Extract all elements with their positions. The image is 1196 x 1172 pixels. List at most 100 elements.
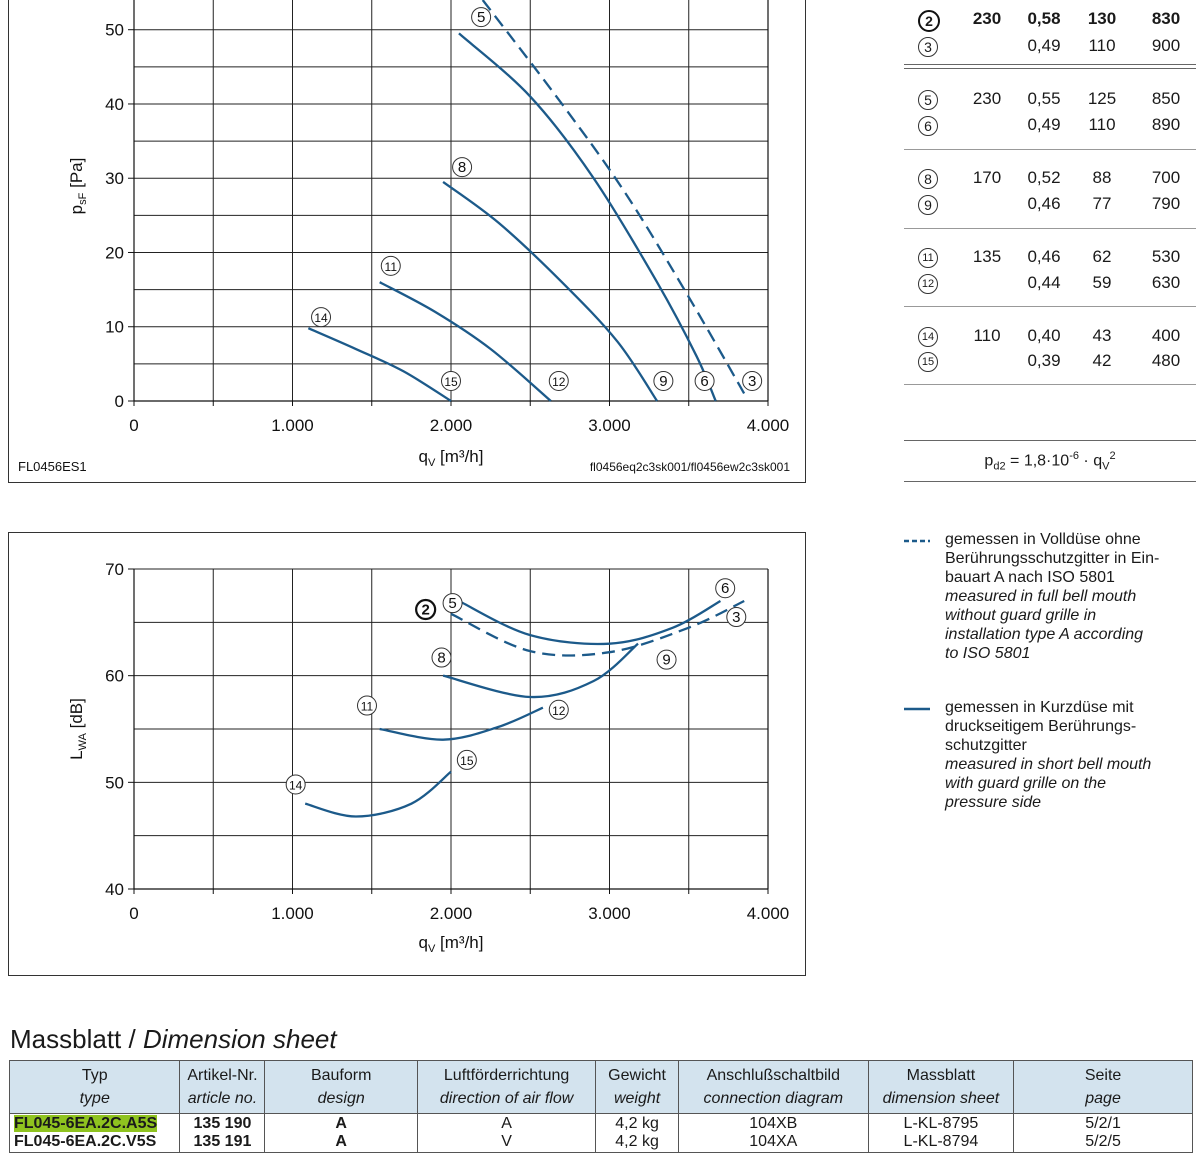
dimension-cell-article: 135 190 135 191 (179, 1113, 266, 1153)
figure-id-left: FL0456ES1 (18, 459, 87, 474)
curve-label-6: 6 (715, 578, 736, 599)
label-text: 9 (662, 652, 670, 669)
op-cell-power: 77 (1092, 194, 1112, 213)
label-text: 12 (552, 375, 566, 389)
dimension-cell-page: 5/2/1 5/2/5 (1013, 1113, 1193, 1153)
y-tick-label: 60 (105, 667, 124, 686)
op-cell-power: 130 (1087, 9, 1117, 28)
formula: pd2 = 1,8·10-6 · qV2 (984, 450, 1116, 473)
label-circle (285, 774, 306, 795)
solid-line-icon (904, 707, 930, 711)
op-row: 12 0,44 59 630 (904, 273, 1196, 295)
curve-label-3: 3 (726, 607, 747, 627)
op-row: 9 0,46 77 790 (904, 194, 1196, 216)
curve-label-3: 3 (742, 370, 763, 391)
op-cell-voltage: 230 (972, 89, 1002, 108)
table-divider (904, 481, 1196, 482)
label-circle (311, 307, 332, 328)
dashed-line-icon (904, 539, 930, 543)
op-row-number: 2 (918, 10, 940, 32)
label-text: 15 (460, 754, 474, 768)
legend-dashed-text: gemessen in Volldüse ohne Berührungsschu… (945, 531, 1160, 662)
y-tick-label: 50 (105, 773, 124, 792)
curve-8-9 (442, 642, 639, 699)
op-row-number: 14 (918, 327, 938, 347)
label-text: 5 (448, 595, 456, 612)
curve-14 (307, 327, 452, 402)
op-cell-voltage: 170 (972, 168, 1002, 187)
dimension-header: Artikel-Nr. article no. (179, 1060, 266, 1114)
op-cell-current: 0,39 (1027, 351, 1061, 370)
curve-11-12 (379, 706, 544, 741)
curve-8 (442, 181, 659, 402)
op-row: 8 170 0,52 88 700 (904, 168, 1196, 190)
op-cell-speed: 790 (1151, 194, 1181, 213)
x-tick-label: 2.000 (430, 416, 473, 435)
op-cell-current: 0,46 (1027, 247, 1061, 266)
y-axis-label: psF [Pa] (67, 158, 89, 215)
curve-label-2: 2 (415, 598, 437, 621)
x-tick-label: 1.000 (271, 416, 314, 435)
x-tick-label: 2.000 (430, 904, 473, 923)
label-circle (431, 647, 452, 668)
op-cell-voltage: 110 (973, 326, 1001, 345)
curve-label-11: 11 (380, 255, 401, 276)
pressure-chart-frame (8, 0, 806, 483)
op-row-number: 12 (918, 274, 938, 294)
op-row: 15 0,39 42 480 (904, 351, 1196, 373)
op-cell-speed: 890 (1151, 115, 1181, 134)
op-cell-power: 110 (1088, 36, 1116, 55)
op-cell-current: 0,49 (1027, 115, 1061, 134)
label-text: 6 (700, 373, 708, 390)
dimension-cell-diagram: 104XB 104XA (677, 1113, 869, 1153)
curve-label-14: 14 (285, 774, 306, 795)
op-cell-power: 110 (1088, 115, 1116, 134)
label-text: 3 (732, 609, 740, 626)
label-circle (694, 370, 715, 391)
label-circle (715, 578, 736, 599)
label-circle (742, 370, 763, 391)
x-tick-label: 3.000 (588, 416, 631, 435)
y-tick-label: 0 (115, 392, 124, 411)
dimension-header: Seite page (1013, 1060, 1193, 1114)
curve-2-3 (450, 599, 745, 657)
curve-label-11: 11 (356, 695, 377, 716)
label-circle (380, 255, 401, 276)
label-text: 2 (421, 602, 429, 619)
curve-5 (458, 32, 717, 402)
op-cell-current: 0,49 (1027, 36, 1061, 55)
dimension-header: Anschlußschaltbild connection diagram (677, 1060, 869, 1114)
op-cell-speed: 400 (1151, 326, 1181, 345)
pressure-chart: 0 1.000 2.000 3.000 4.000 0 10 20 30 40 50 5 8 11 14 15… (18, 0, 790, 474)
dimension-cell-sheet: L-KL-8795 L-KL-8794 (867, 1113, 1015, 1153)
op-row-number: 11 (918, 248, 938, 268)
curve-label-12: 12 (548, 370, 569, 391)
sound-chart-frame (8, 532, 806, 976)
curve-label-8: 8 (452, 157, 473, 178)
op-cell-speed: 630 (1151, 273, 1181, 292)
label-text: 8 (437, 650, 445, 667)
op-cell-current: 0,46 (1027, 194, 1061, 213)
op-cell-power: 125 (1087, 89, 1117, 108)
op-cell-speed: 480 (1151, 351, 1181, 370)
y-tick-label: 10 (105, 318, 124, 337)
op-cell-current: 0,52 (1027, 168, 1061, 187)
y-tick-label: 70 (105, 560, 124, 579)
op-row: 3 0,49 110 900 (904, 36, 1196, 58)
label-circle (653, 370, 674, 391)
label-text: 9 (659, 373, 667, 390)
curve-label-5: 5 (442, 593, 463, 614)
dimension-header: Bauform design (264, 1060, 418, 1114)
op-cell-current: 0,44 (1027, 273, 1061, 292)
table-divider (904, 64, 1196, 65)
dimension-cell-type: FL045-6EA.2C.A5S FL045-6EA.2C.V5S (8, 1113, 181, 1153)
op-cell-voltage: 135 (972, 247, 1002, 266)
dimension-cell-weight: 4,2 kg 4,2 kg (595, 1113, 679, 1153)
table-divider (904, 68, 1196, 69)
label-circle (415, 598, 437, 621)
dimension-header: Luftförderrichtung direction of air flow (416, 1060, 597, 1114)
dimension-header: Gewicht weight (595, 1060, 679, 1114)
op-row-number: 6 (918, 116, 938, 136)
x-axis-label: qV [m³/h] (419, 933, 484, 955)
